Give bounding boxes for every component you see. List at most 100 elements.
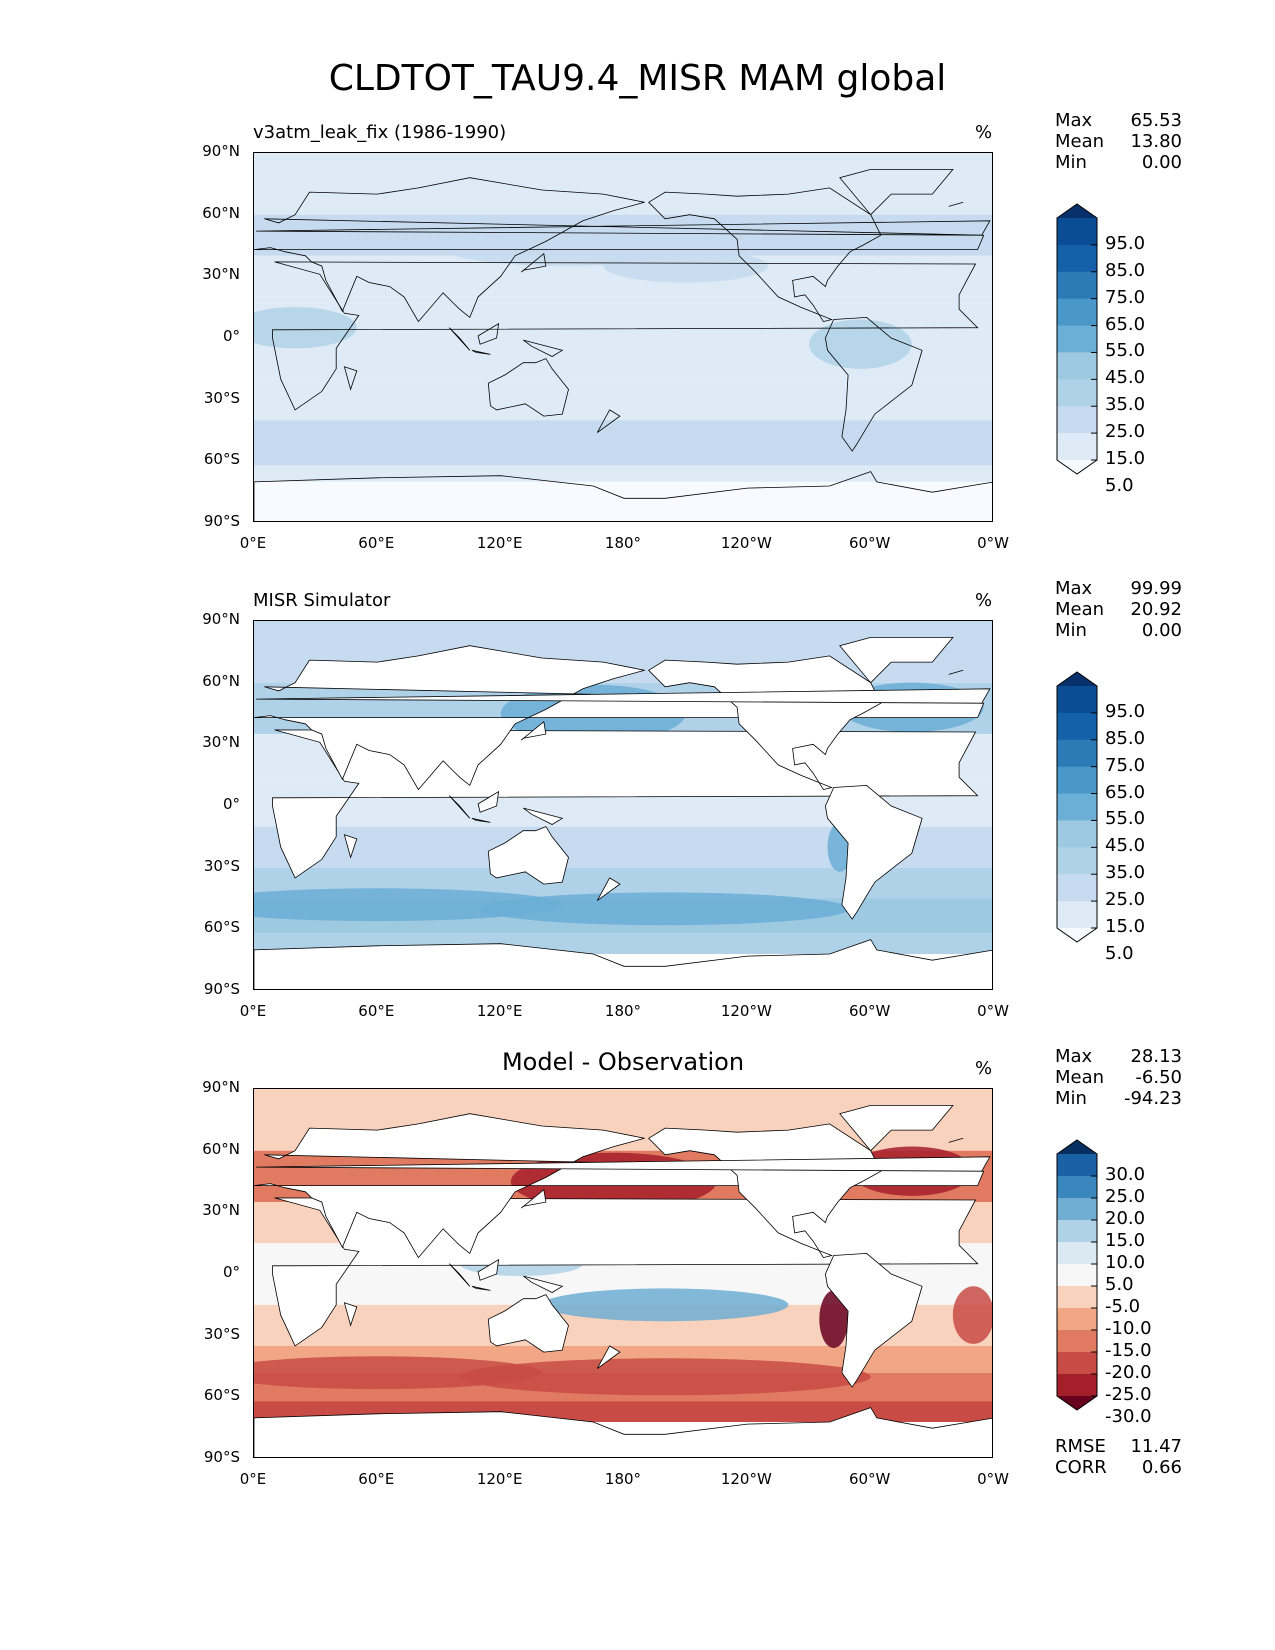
colorbar-tick-label: 15.0 — [1105, 916, 1146, 937]
units-label: % — [975, 590, 993, 611]
land-outline — [839, 169, 954, 216]
land-outline — [343, 834, 358, 859]
land-outline — [449, 795, 471, 819]
metrics-box: RMSE 11.47 CORR 0.66 — [1055, 1436, 1182, 1478]
stat-max: 65.53 — [1130, 110, 1182, 131]
lat-tick-label: 30°N — [202, 1201, 240, 1220]
colorbar-tick-label: 15.0 — [1105, 448, 1146, 469]
colorbar-segment — [1057, 874, 1097, 902]
stat-min-label: Min — [1055, 1088, 1087, 1109]
colorbar-tick-label: 25.0 — [1105, 421, 1146, 443]
rmse-label: RMSE — [1055, 1436, 1106, 1457]
lat-tick-label: 30°N — [202, 733, 240, 752]
stat-max: 99.99 — [1130, 578, 1182, 599]
colorbar: 95.0 85.0 75.0 65.0 55.0 45.0 35.0 25.0 15.0 5.0 — [1055, 202, 1145, 496]
colorbar-extend-max — [1057, 204, 1097, 218]
colorbar-tick-label: 85.0 — [1105, 727, 1146, 749]
land-outline — [824, 784, 923, 920]
colorbar-tick-label: -30.0 — [1105, 1406, 1152, 1427]
field-band — [254, 465, 992, 482]
land-outline — [254, 645, 985, 791]
land-outline — [256, 1156, 991, 1172]
lon-tick-label: 120°E — [476, 1002, 523, 1020]
lat-tick-label: 90°S — [203, 980, 240, 998]
colorbar-svg — [1056, 671, 1098, 956]
field-band — [254, 481, 992, 521]
land-outline — [520, 1188, 547, 1209]
field-anomaly — [541, 1288, 789, 1322]
stat-min-label: Min — [1055, 152, 1087, 173]
colorbar-segment — [1057, 406, 1097, 434]
lon-tick-label: 60°W — [848, 1470, 891, 1488]
colorbar-segment — [1057, 1176, 1097, 1199]
colorbar-svg — [1056, 1139, 1098, 1419]
stat-min-label: Min — [1055, 620, 1087, 641]
colorbar-tick-label: 75.0 — [1105, 286, 1146, 308]
coastlines — [254, 637, 992, 989]
colorbar-tick-label: 95.0 — [1105, 232, 1146, 254]
colorbar-tick-label: 25.0 — [1105, 889, 1146, 911]
colorbar-tick-label: -20.0 — [1105, 1362, 1152, 1383]
colorbar-tick-label: 10.0 — [1105, 1252, 1146, 1273]
lat-tick-label: 60°S — [203, 1386, 240, 1405]
land-outline — [487, 358, 569, 417]
field-anomaly — [254, 307, 357, 349]
land-outline — [824, 316, 923, 452]
land-outline — [254, 939, 992, 989]
colorbar-segment — [1057, 712, 1097, 741]
lat-tick-label: 60°N — [202, 671, 240, 690]
land-outline — [254, 177, 985, 323]
land-outline — [648, 1123, 882, 1259]
colorbar-tick-label: 5.0 — [1105, 942, 1134, 964]
panel-difference: Model - Observation % Max 28.13 Mean -6.50… — [0, 1046, 1275, 1518]
field-anomaly — [603, 249, 768, 283]
stat-min: 0.00 — [1141, 620, 1182, 641]
lon-tick-label: 120°E — [476, 1470, 523, 1488]
land-outline — [487, 826, 569, 885]
stat-max-label: Max — [1055, 1046, 1093, 1067]
lon-tick-label: 60°E — [358, 1470, 395, 1488]
field-anomaly — [480, 892, 851, 926]
stat-max: 28.13 — [1130, 1046, 1182, 1067]
field-anomaly — [809, 319, 912, 369]
panel-observation: MISR Simulator % Max 99.99 Mean 20.92 Min 0… — [0, 578, 1275, 1050]
colorbar-segment — [1057, 1264, 1097, 1287]
colorbar-tick-label: 55.0 — [1105, 808, 1146, 830]
lon-tick-label: 0°E — [239, 1470, 267, 1488]
colorbar-tick-label: -15.0 — [1105, 1340, 1152, 1361]
lat-tick-label: 30°S — [203, 1324, 240, 1343]
panel-title: v3atm_leak_fix (1986-1990) — [253, 122, 507, 143]
lat-tick-label: 0° — [222, 795, 240, 813]
panel-title: MISR Simulator — [253, 590, 391, 611]
land-outline — [471, 349, 491, 355]
lon-tick-label: 180° — [604, 534, 642, 552]
stat-mean-label: Mean — [1055, 131, 1105, 152]
map-difference — [253, 1088, 993, 1458]
land-outline — [523, 339, 564, 357]
lon-tick-label: 60°W — [848, 1002, 891, 1020]
lon-tick-label: 180° — [604, 1002, 642, 1020]
panel-model: v3atm_leak_fix (1986-1990) % Max 65.53 Me… — [0, 110, 1275, 582]
land-outline — [254, 471, 992, 521]
land-outline — [523, 1275, 564, 1293]
colorbar-tick-label: 5.0 — [1105, 1274, 1134, 1295]
colorbar-tick-label: 75.0 — [1105, 754, 1146, 776]
colorbar-segment — [1057, 218, 1097, 246]
colorbar-extend-max — [1057, 1140, 1097, 1154]
lat-tick-label: 60°N — [202, 1139, 240, 1158]
colorbar-segment — [1057, 1154, 1097, 1177]
stat-mean-label: Mean — [1055, 599, 1105, 620]
colorbar-segment — [1057, 1220, 1097, 1243]
stat-mean: 20.92 — [1130, 599, 1182, 620]
lon-tick-label: 0°W — [977, 534, 1009, 552]
land-outline — [343, 366, 358, 391]
colorbar-tick-label: -25.0 — [1105, 1384, 1152, 1405]
field-anomaly — [459, 1358, 871, 1396]
land-outline — [272, 261, 979, 411]
land-outline — [520, 252, 547, 273]
units-label: % — [975, 122, 993, 143]
rmse-value: 11.47 — [1130, 1436, 1182, 1457]
lat-tick-label: 0° — [222, 1263, 240, 1281]
lat-tick-label: 60°S — [203, 918, 240, 937]
colorbar-segment — [1057, 1198, 1097, 1221]
